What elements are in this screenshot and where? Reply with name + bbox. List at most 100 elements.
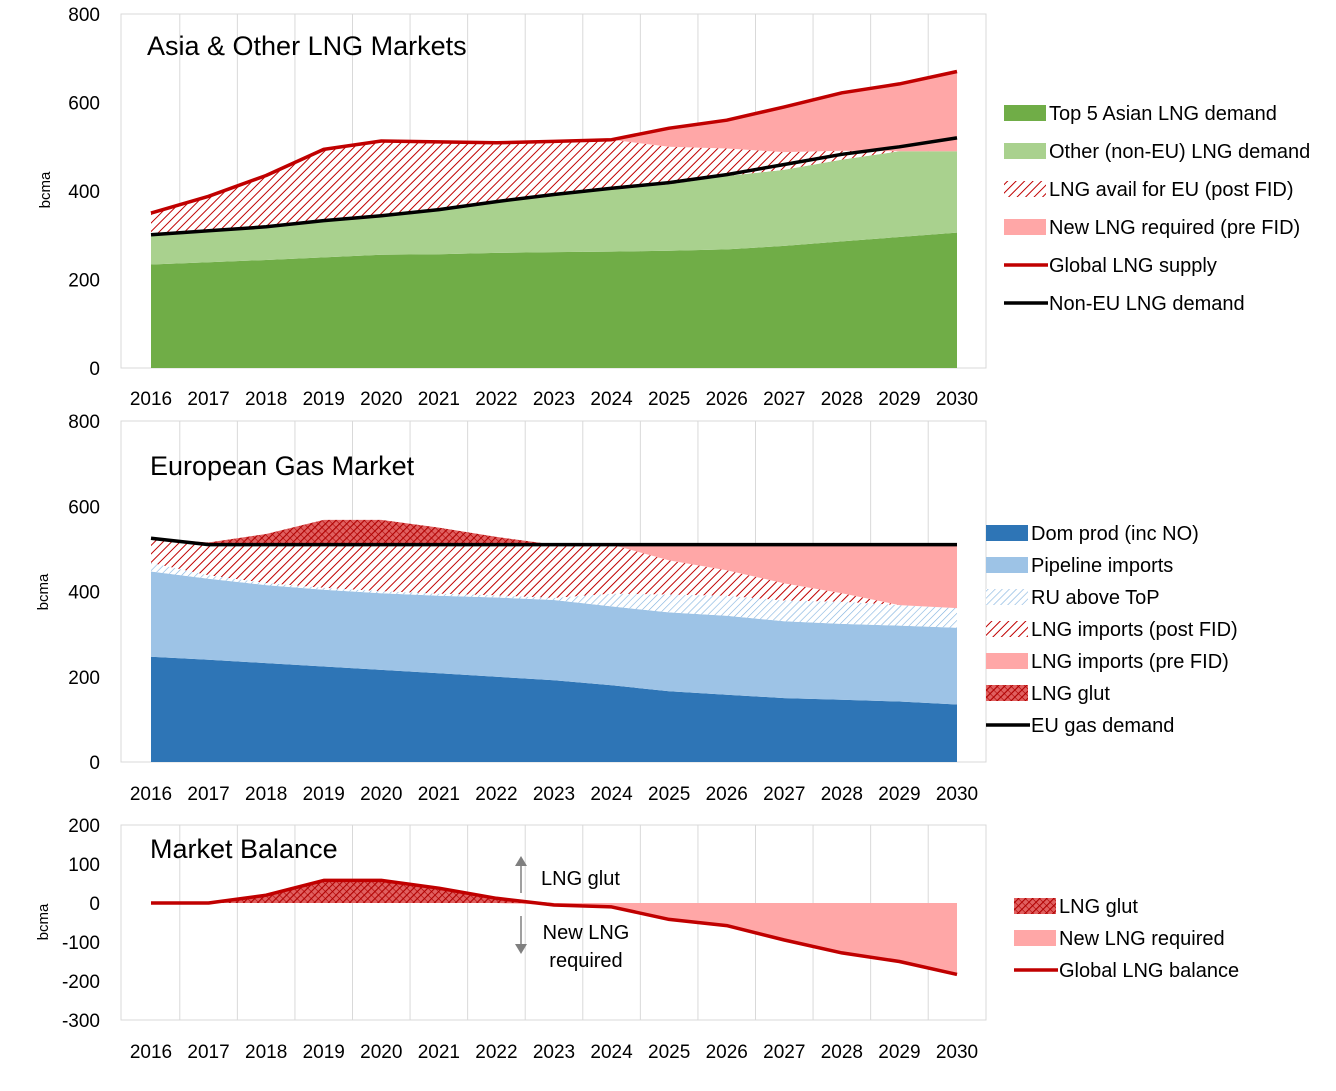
legend-label: New LNG required	[1059, 928, 1225, 950]
x-tick-label: 2016	[130, 1042, 172, 1063]
x-tick-label: 2029	[878, 389, 920, 410]
x-axis: 2016 2017 2018 2019 2020 2021 2022 2023 2024 2025…	[130, 784, 978, 805]
y-axis-label: bcma	[37, 171, 54, 208]
panel-title: European Gas Market	[150, 451, 415, 481]
balance-areas	[151, 880, 957, 975]
x-tick-label: 2023	[533, 389, 575, 410]
x-tick-label: 2021	[418, 1042, 460, 1063]
legend-swatch	[1004, 219, 1046, 235]
panel-title: Asia & Other LNG Markets	[147, 31, 467, 61]
y-tick-label: -200	[62, 972, 100, 993]
y-tick-label: 200	[68, 816, 100, 837]
area-new-lng-required	[151, 903, 957, 975]
x-tick-label: 2021	[418, 784, 460, 805]
legend-label: Top 5 Asian LNG demand	[1049, 103, 1277, 125]
series-lines	[151, 878, 958, 977]
area-lng-imports-post-fid	[151, 538, 957, 609]
line-eu-gas-demand	[150, 536, 957, 547]
x-tick-label: 2030	[936, 784, 978, 805]
series-lines	[150, 69, 958, 237]
area-dom-prod-inc-no	[151, 656, 957, 762]
y-tick-label: -100	[62, 933, 100, 954]
x-tick-label: 2020	[360, 389, 402, 410]
x-tick-label: 2025	[648, 784, 690, 805]
x-tick-label: 2018	[245, 784, 287, 805]
x-axis: 2016 2017 2018 2019 2020 2021 2022 2023 2024 2025…	[130, 1042, 978, 1063]
x-tick-label: 2017	[187, 784, 229, 805]
legend-label: LNG imports (pre FID)	[1031, 651, 1229, 673]
legend-swatch	[986, 653, 1028, 669]
y-tick-label: 400	[68, 182, 100, 203]
x-axis: 2016 2017 2018 2019 2020 2021 2022 2023 2024 2025…	[130, 389, 978, 410]
x-tick-label: 2028	[821, 389, 863, 410]
x-tick-label: 2027	[763, 389, 805, 410]
x-tick-label: 2018	[245, 1042, 287, 1063]
legend-swatch	[986, 525, 1028, 541]
legend-label: Pipeline imports	[1031, 555, 1173, 577]
legend-swatch	[1004, 181, 1046, 197]
y-axis: 0 200 400 600 800	[68, 412, 100, 774]
x-tick-label: 2024	[590, 1042, 633, 1063]
area-lng-imports-pre-fid	[151, 538, 957, 609]
legend-label: Other (non-EU) LNG demand	[1049, 141, 1310, 163]
x-tick-label: 2016	[130, 389, 172, 410]
legend: LNG glut New LNG required Global LNG balan…	[1014, 896, 1239, 982]
y-tick-label: 400	[68, 583, 100, 604]
legend-swatch	[1014, 898, 1056, 914]
line-global-lng-balance	[151, 878, 958, 977]
x-tick-label: 2017	[187, 1042, 229, 1063]
y-tick-label: 200	[68, 668, 100, 689]
y-tick-label: 800	[68, 5, 100, 26]
x-tick-label: 2020	[360, 1042, 402, 1063]
annotation-glut: LNG glut	[541, 868, 620, 890]
legend-swatch	[986, 621, 1028, 637]
up-arrow-icon	[515, 856, 527, 866]
x-tick-label: 2024	[590, 784, 633, 805]
x-tick-label: 2026	[706, 389, 748, 410]
legend-swatch	[986, 557, 1028, 573]
annotation-line: required	[549, 950, 622, 972]
x-tick-label: 2019	[303, 389, 345, 410]
area-ru-above-top	[151, 562, 957, 628]
legend-label: Global LNG supply	[1049, 255, 1217, 277]
legend-label: New LNG required (pre FID)	[1049, 217, 1300, 239]
y-tick-label: 100	[68, 855, 100, 876]
x-tick-label: 2029	[878, 1042, 920, 1063]
legend-swatch	[1004, 105, 1046, 121]
x-tick-label: 2026	[706, 1042, 748, 1063]
x-tick-label: 2022	[475, 389, 517, 410]
x-tick-label: 2025	[648, 1042, 690, 1063]
area-lng-glut	[151, 880, 957, 903]
market-balance-panel: -300 -200 -100 0 100 200 2016 2017 2018 2019 2020…	[35, 816, 1239, 1063]
x-tick-label: 2023	[533, 784, 575, 805]
legend-label: LNG glut	[1031, 683, 1110, 705]
x-tick-label: 2028	[821, 784, 863, 805]
x-tick-label: 2025	[648, 389, 690, 410]
x-tick-label: 2023	[533, 1042, 575, 1063]
y-tick-label: 0	[89, 753, 100, 774]
legend-swatch	[986, 589, 1028, 605]
legend-swatch	[986, 685, 1028, 701]
annotation-required: New LNG required	[543, 922, 630, 972]
x-tick-label: 2019	[303, 1042, 345, 1063]
x-tick-label: 2022	[475, 784, 517, 805]
y-axis-label: bcma	[35, 573, 52, 610]
legend-label: RU above ToP	[1031, 587, 1160, 609]
x-tick-label: 2030	[936, 389, 978, 410]
area-lng-avail-for-eu-post-fid	[151, 139, 957, 235]
gridlines	[179, 825, 929, 1020]
x-tick-label: 2029	[878, 784, 920, 805]
x-tick-label: 2027	[763, 784, 805, 805]
line-global-lng-supply	[150, 69, 958, 215]
y-tick-label: 200	[68, 271, 100, 292]
y-axis-label: bcma	[35, 903, 52, 940]
x-tick-label: 2021	[418, 389, 460, 410]
legend-label: LNG glut	[1059, 896, 1138, 918]
y-tick-label: 0	[89, 894, 100, 915]
area-lng-glut	[151, 519, 957, 545]
line-non-eu-lng-demand	[150, 136, 958, 237]
area-new-lng-required-pre-fid	[151, 71, 957, 214]
